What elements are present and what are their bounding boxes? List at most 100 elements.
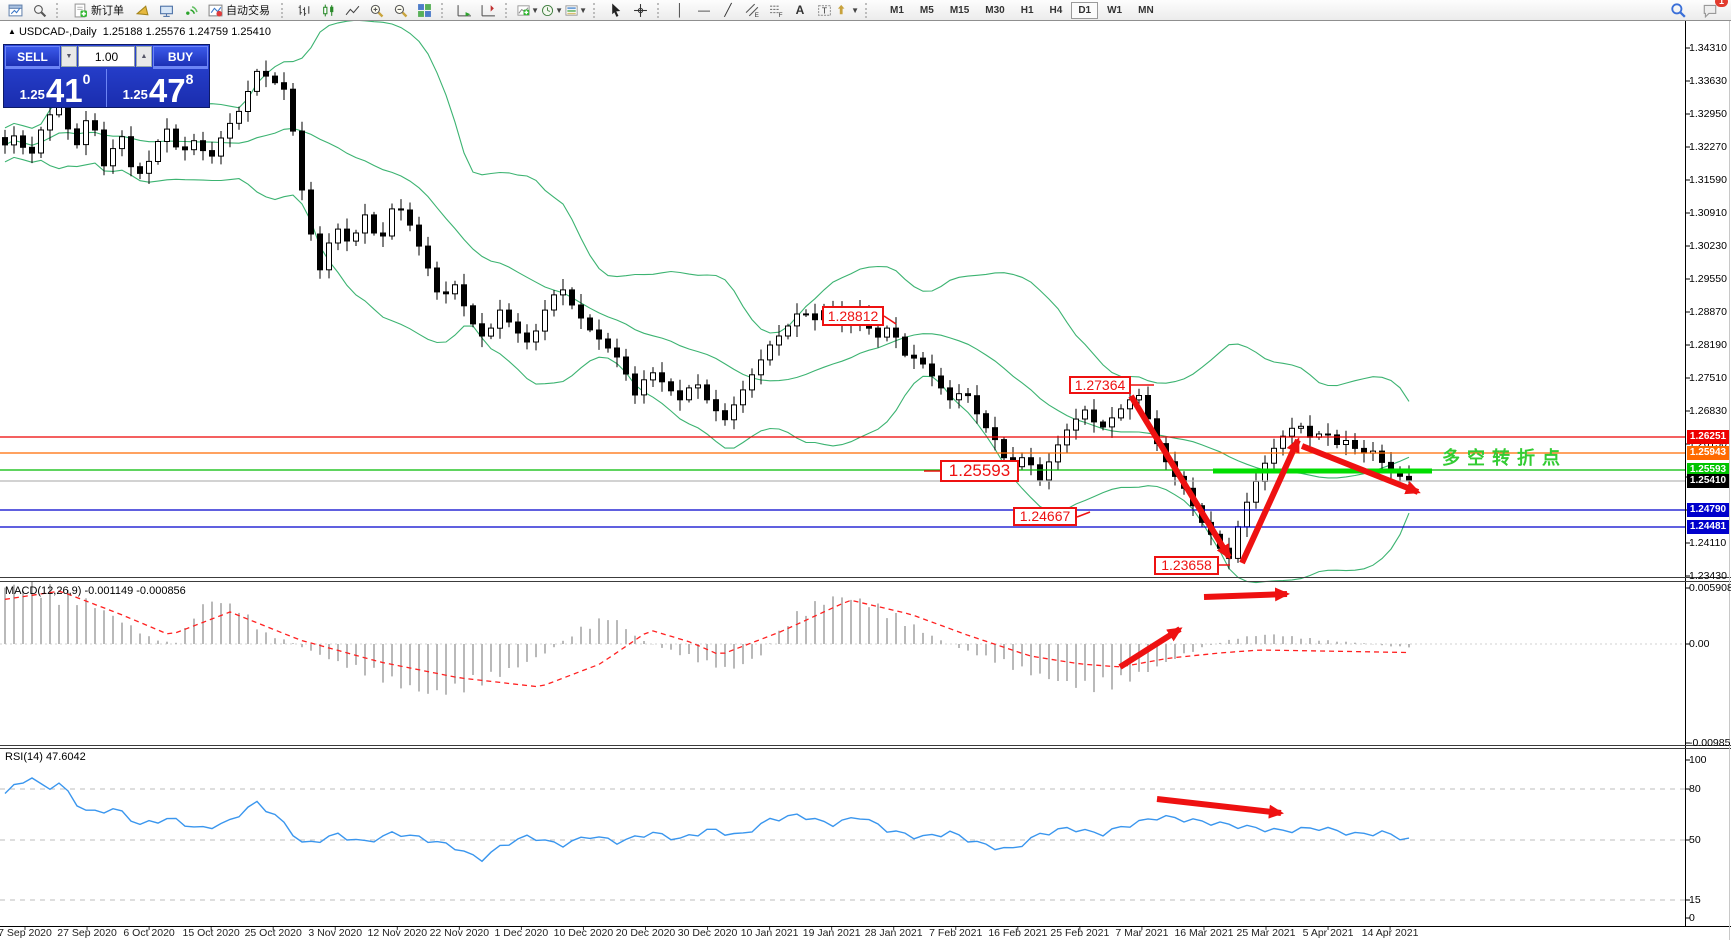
trend-arrow[interactable] [1300,443,1421,495]
buy-price[interactable]: 1.25 47 8 [106,69,209,107]
timeframe-w1[interactable]: W1 [1107,4,1123,16]
bar-chart-icon[interactable] [293,1,315,19]
toolbar-separator [657,2,663,18]
date-label: 28 Jan 2021 [864,927,923,939]
macd-axis-label: 0.00 [1689,638,1710,650]
macd-axis-label: 0.005908 [1689,582,1731,594]
price-axis-label: 1.32950 [1689,108,1727,120]
bollinger-bands [4,19,1410,584]
document-plus-icon [74,3,87,17]
market-icon[interactable] [131,1,153,19]
new-order-button[interactable]: 新订单 [68,1,129,19]
annotation-connector [883,315,897,325]
notifications-chat-icon[interactable]: 1 [1699,0,1728,19]
timeframe-m1[interactable]: M1 [890,4,904,16]
timeframe-mn[interactable]: MN [1138,4,1154,16]
volume-decrease-button[interactable]: ▼ [61,46,77,67]
arrows-tool-icon[interactable]: ▼ [837,1,859,19]
annotation-price-box[interactable]: 1.23658 [1154,556,1219,575]
annotation-price-box[interactable]: 1.27364 [1069,376,1131,394]
date-label: 10 Dec 2020 [553,927,614,939]
chat-badge: 1 [1714,0,1728,7]
price-axis-label: 1.27510 [1689,372,1727,384]
new-order-label: 新订单 [91,5,124,17]
annotation-connector [1076,511,1091,518]
periods-icon[interactable]: ▼ [541,1,563,19]
annotation-price-box[interactable]: 1.24667 [1013,507,1077,526]
price-tag: 1.25943 [1687,446,1729,460]
volume-increase-button[interactable]: ▲ [136,46,152,67]
price-axis-label: 1.33630 [1689,75,1727,87]
text-icon[interactable]: A [795,3,805,17]
timeframe-m15[interactable]: M15 [949,4,970,16]
price-axis-label: 1.29550 [1689,273,1727,285]
buy-button[interactable]: BUY [153,46,208,67]
autotrading-button[interactable]: 自动交易 [203,1,275,19]
toolbar-separator [505,2,511,18]
candlestick-chart-icon[interactable] [317,1,339,19]
sell-button[interactable]: SELL [5,46,60,67]
timeframe-group: M1 M5 M15 M30 H1 H4 D1 W1 MN [882,1,1162,19]
price-axis-label: 1.30910 [1689,207,1727,219]
annotation-price-box[interactable]: 1.28812 [822,306,884,326]
chart-shift-icon[interactable] [477,1,499,19]
tile-windows-icon[interactable] [413,1,435,19]
timeframe-h1[interactable]: H1 [1020,4,1034,16]
crosshair-icon[interactable] [629,1,651,19]
price-axis-label: 1.31590 [1689,174,1727,186]
horizontal-line-icon[interactable]: — [698,3,710,17]
trendline-icon[interactable]: ╱ [724,3,732,17]
horizontal-levels [0,436,1685,528]
trend-arrow[interactable] [1239,437,1301,565]
date-label: 7 Mar 2021 [1115,927,1169,939]
date-label: 12 Nov 2020 [367,927,428,939]
trend-arrow[interactable] [1118,626,1183,670]
dropdown-caret: ▼ [579,5,587,15]
rsi-axis-label: 15 [1689,894,1701,906]
ohlc-values: 1.25188 1.25576 1.24759 1.25410 [102,26,271,38]
rsi-axis-label: 0 [1689,912,1695,924]
toolbar-separator [441,2,447,18]
timeframe-h4[interactable]: H4 [1049,4,1063,16]
timeframe-m5[interactable]: M5 [919,4,934,16]
signals-icon[interactable] [179,1,201,19]
text-label-icon[interactable]: T [813,1,835,19]
search-icon[interactable] [1667,1,1689,19]
trend-arrow[interactable] [1156,796,1284,819]
annotation-price-box[interactable]: 1.25593 [940,460,1019,482]
equidistant-channel-icon[interactable]: E [741,1,763,19]
indicators-icon[interactable]: ▼ [517,1,539,19]
sell-price[interactable]: 1.25 41 0 [19,71,91,109]
templates-icon[interactable]: ▼ [565,1,587,19]
zoom-out-icon[interactable] [389,1,411,19]
trend-arrow[interactable] [1128,394,1232,560]
date-label: 25 Oct 2020 [244,927,302,939]
date-label: 19 Jan 2021 [802,927,861,939]
date-label: 30 Dec 2020 [677,927,738,939]
cursor-icon[interactable] [605,1,627,19]
zoom-in-icon[interactable] [365,1,387,19]
price-tag: 1.25410 [1687,474,1729,488]
trend-arrow[interactable] [1203,587,1290,602]
date-label: 22 Nov 2020 [429,927,490,939]
auto-scroll-icon[interactable] [453,1,475,19]
price-tag: 1.24481 [1687,520,1729,534]
date-label: 7 Feb 2021 [929,927,983,939]
timeframe-d1[interactable]: D1 [1071,1,1099,19]
bull-bear-turning-point-note[interactable]: 多空转折点 [1442,448,1567,468]
autotrading-label: 自动交易 [226,5,270,17]
terminal-icon[interactable] [155,1,177,19]
fibonacci-icon[interactable]: F [765,1,787,19]
date-label: 14 Apr 2021 [1361,927,1419,939]
date-label: 16 Mar 2021 [1174,927,1234,939]
line-chart-icon[interactable] [341,1,363,19]
timeframe-m30[interactable]: M30 [985,4,1005,16]
chart-profiles-icon[interactable] [28,1,50,19]
volume-input[interactable] [78,46,135,67]
rsi-axis-label: 100 [1689,754,1707,766]
price-axis-label: 1.24110 [1689,537,1727,549]
vertical-line-icon[interactable]: │ [676,3,684,17]
new-chart-icon[interactable] [4,1,26,19]
